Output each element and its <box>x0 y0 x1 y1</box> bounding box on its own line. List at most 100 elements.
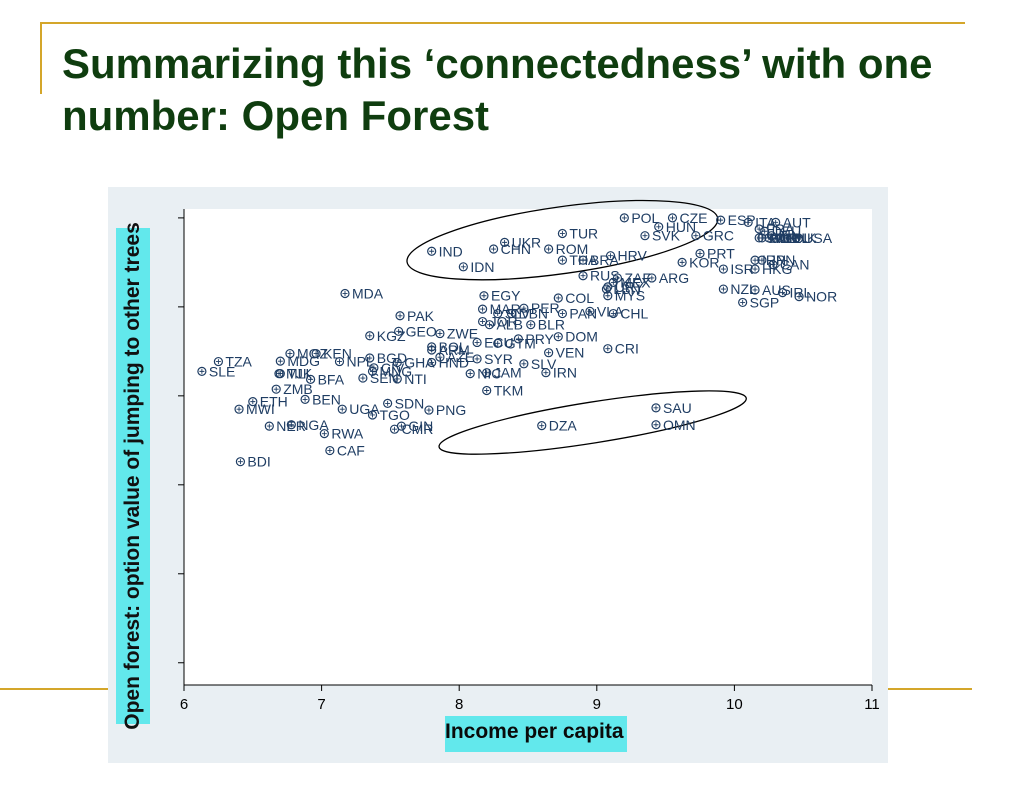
data-point-label: NPL <box>346 354 373 370</box>
data-point <box>427 357 437 368</box>
data-point <box>482 368 492 378</box>
data-point <box>757 255 767 265</box>
data-point-cross <box>559 257 565 263</box>
data-point-label: POL <box>631 210 659 226</box>
data-point-label: GTM <box>505 335 536 351</box>
data-point-cross <box>614 275 620 281</box>
data-point-label: GEO <box>406 323 437 339</box>
data-point-cross <box>605 293 611 299</box>
data-point-label: AZE <box>447 349 474 365</box>
data-point <box>603 282 613 292</box>
data-point-label: KGZ <box>377 328 406 344</box>
data-point <box>424 405 434 415</box>
data-point <box>544 244 554 254</box>
data-point <box>383 398 393 409</box>
data-point <box>506 308 517 319</box>
data-point <box>300 394 310 404</box>
data-point <box>764 233 774 243</box>
data-point-cross <box>587 308 593 314</box>
data-point-cross <box>495 311 501 317</box>
data-point-cross <box>649 275 655 281</box>
data-point-label: ESP <box>728 212 756 228</box>
data-point-label: BEN <box>312 391 341 407</box>
data-point <box>465 368 475 379</box>
data-point-cross <box>429 248 435 254</box>
data-point-label: CAF <box>337 443 365 459</box>
data-point-label: IRN <box>762 252 786 268</box>
data-point-cross <box>437 354 443 360</box>
data-point <box>392 357 402 368</box>
scatter-chart: 67891011POLCZEESPITAAUTHUNFRADEUSVKGRCSW… <box>108 187 888 763</box>
data-point <box>358 373 368 383</box>
data-point <box>337 404 347 414</box>
data-point-label: MOZ <box>297 346 329 362</box>
data-point-cross <box>236 406 242 412</box>
data-point <box>768 260 778 270</box>
x-tick-label: 7 <box>317 696 325 713</box>
x-tick-label: 8 <box>455 696 463 713</box>
data-point <box>334 356 345 367</box>
data-point <box>493 308 503 319</box>
data-point <box>500 237 510 247</box>
data-point-label: CRI <box>615 341 639 357</box>
data-point-cross <box>508 311 514 317</box>
data-point-cross <box>559 311 565 317</box>
data-point-cross <box>313 351 319 357</box>
data-point-cross <box>321 431 327 437</box>
data-point-label: NZL <box>730 281 757 297</box>
data-point-label: FRA <box>766 221 795 237</box>
data-point-label: MEX <box>620 274 651 290</box>
data-point-label: PAK <box>407 308 435 324</box>
data-point-cross <box>720 266 726 272</box>
data-point-cross <box>610 311 616 317</box>
data-point-label: SLV <box>531 356 557 372</box>
data-point <box>435 352 445 362</box>
data-point-label: MLI <box>286 366 309 382</box>
data-point <box>472 337 482 348</box>
data-point <box>553 332 563 342</box>
data-point-cross <box>429 347 435 353</box>
data-point <box>651 420 661 430</box>
data-point-cross <box>394 376 400 382</box>
data-point-cross <box>777 235 783 241</box>
data-point-cross <box>555 295 561 301</box>
data-point <box>647 273 657 283</box>
data-point-label: NOR <box>806 289 837 305</box>
data-point <box>578 271 588 281</box>
data-point <box>311 348 321 359</box>
data-point-cross <box>480 319 486 325</box>
data-point-cross <box>484 370 490 376</box>
data-point-cross <box>370 412 376 418</box>
data-point <box>365 353 375 363</box>
data-point-label: FIN <box>779 228 802 244</box>
data-point-label: UKR <box>512 234 542 250</box>
data-point-cross <box>580 257 586 263</box>
data-point-label: TZA <box>225 354 252 370</box>
data-point-label: RUS <box>590 268 620 284</box>
data-point-label: CHN <box>501 241 531 257</box>
title-accent-line-top <box>40 22 965 24</box>
data-point-cross <box>656 224 662 230</box>
data-point-label: ECU <box>484 334 514 350</box>
data-point <box>771 217 781 227</box>
data-point <box>791 233 801 243</box>
data-point <box>619 213 629 223</box>
data-point-label: ARG <box>659 270 689 286</box>
data-point <box>493 338 503 348</box>
data-point-label: JPN <box>769 252 795 268</box>
data-point <box>365 331 375 341</box>
data-point <box>427 345 437 355</box>
data-point <box>557 308 567 319</box>
data-point-label: SEN <box>370 370 399 386</box>
data-point-cross <box>397 313 403 319</box>
data-point-cross <box>543 370 549 376</box>
data-point-cross <box>339 406 345 412</box>
data-point-label: UGA <box>349 401 380 417</box>
data-point-cross <box>653 422 659 428</box>
data-point <box>484 320 495 330</box>
data-point <box>601 284 612 294</box>
data-point-label: ROM <box>556 241 589 257</box>
data-point-label: SLE <box>209 363 235 379</box>
data-point-cross <box>480 306 486 312</box>
data-point-label: GHA <box>404 354 435 370</box>
